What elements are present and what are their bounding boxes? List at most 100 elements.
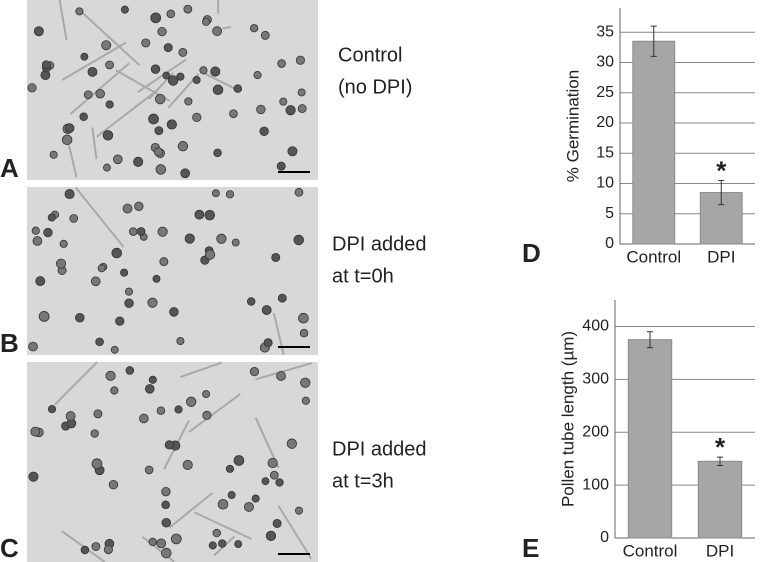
pollen-grain <box>277 293 287 303</box>
panel-caption: Control <box>338 44 402 66</box>
pollen-grain <box>287 146 298 157</box>
pollen-grain <box>115 316 125 326</box>
pollen-grain <box>30 426 41 437</box>
pollen-grain <box>297 88 306 97</box>
y-tick-label: 30 <box>596 54 614 71</box>
pollen-tube <box>74 186 125 248</box>
pollen-grain <box>133 156 144 167</box>
pollen-grain <box>204 209 216 221</box>
panel-label: B <box>0 328 19 358</box>
pollen-grain <box>47 213 56 222</box>
pollen-grain <box>183 4 193 14</box>
pollen-grain <box>225 464 235 473</box>
pollen-grain <box>122 203 133 214</box>
pollen-grain <box>163 43 173 53</box>
pollen-grain <box>80 545 90 555</box>
pollen-grain <box>174 405 183 414</box>
panel-caption: at t=3h <box>332 470 394 492</box>
pollen-grain <box>300 377 311 388</box>
y-tick-label: 15 <box>596 144 614 161</box>
pollen-grain <box>148 375 157 384</box>
pollen-grain <box>91 458 103 470</box>
pollen-grain <box>261 477 270 486</box>
pollen-tube <box>69 62 130 115</box>
pollen-grain <box>272 518 282 528</box>
pollen-grain <box>111 247 122 259</box>
pollen-grain <box>234 540 243 548</box>
micrograph-background <box>27 187 318 355</box>
pollen-grain <box>211 189 220 198</box>
pollen-grain <box>285 105 296 116</box>
pollen-grain <box>298 312 309 324</box>
pollen-grain <box>148 537 157 547</box>
pollen-grain <box>103 544 113 555</box>
pollen-grain <box>265 530 277 541</box>
pollen-tube <box>137 58 187 94</box>
pollen-tube <box>96 90 157 138</box>
pollen-grain <box>192 75 201 85</box>
pollen-grain <box>299 328 309 338</box>
pollen-tube <box>272 312 285 356</box>
pollen-grain <box>105 370 116 381</box>
pollen-grain <box>176 72 185 81</box>
pollen-grain <box>83 90 93 100</box>
pollen-grain <box>150 12 162 24</box>
panel-label: E <box>522 533 539 562</box>
pollen-grain <box>157 226 168 237</box>
pollen-grain <box>256 104 266 115</box>
pollen-grain <box>294 506 304 515</box>
pollen-tube <box>202 71 240 92</box>
pollen-grain <box>110 386 119 395</box>
pollen-grain <box>35 276 46 287</box>
pollen-tube <box>255 362 313 381</box>
pollen-grain <box>267 457 278 469</box>
pollen-grain <box>28 341 38 352</box>
pollen-grain <box>293 234 304 246</box>
pollen-grain <box>261 305 272 315</box>
pollen-grain <box>210 66 221 77</box>
y-axis-label: % Germination <box>563 70 582 182</box>
pollen-grain <box>153 147 163 157</box>
pollen-grain <box>144 384 155 394</box>
pollen-grain <box>95 88 105 99</box>
y-tick-label: 100 <box>582 476 609 493</box>
pollen-tube <box>61 41 127 81</box>
pollen-grain <box>154 93 166 105</box>
pollen-grain <box>102 130 114 141</box>
pollen-grain <box>161 486 171 497</box>
pollen-grain <box>103 163 111 172</box>
pollen-grain <box>95 337 104 347</box>
error-bar <box>647 331 653 349</box>
pollen-grain <box>101 40 112 51</box>
pollen-grain <box>110 345 119 354</box>
y-tick-label: 10 <box>596 175 614 192</box>
pollen-grain <box>192 112 202 122</box>
pollen-grain <box>65 411 76 422</box>
x-tick-label: Control <box>623 541 678 560</box>
pollen-tube <box>194 511 252 540</box>
pollen-grain <box>128 227 138 236</box>
pollen-grain <box>55 258 67 269</box>
x-tick-label: DPI <box>707 247 735 266</box>
pollen-grain <box>204 249 216 260</box>
pollen-grain <box>170 533 182 545</box>
pollen-grain <box>202 410 212 420</box>
x-tick-label: DPI <box>706 541 734 560</box>
pollen-grain <box>162 71 171 80</box>
pollen-grain <box>33 26 44 37</box>
pollen-tube <box>77 8 141 67</box>
pollen-grain <box>271 252 281 262</box>
panel-caption: DPI added <box>332 233 427 255</box>
pollen-grain <box>124 287 133 296</box>
pollen-grain <box>231 238 240 247</box>
pollen-grain <box>97 264 106 273</box>
y-tick-label: 20 <box>596 114 614 131</box>
pollen-grain <box>108 479 119 490</box>
pollen-grain <box>184 97 193 106</box>
pollen-grain <box>28 471 39 482</box>
pollen-grain <box>297 104 307 113</box>
error-bar <box>650 25 657 57</box>
pollen-grain <box>59 239 68 248</box>
pollen-tube <box>54 361 98 406</box>
pollen-grain <box>246 297 256 306</box>
